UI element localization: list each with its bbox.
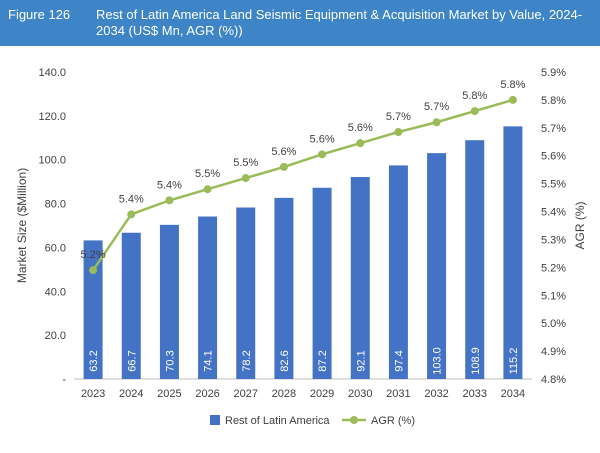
agr-value-label: 5.6% — [271, 146, 296, 158]
bar-value-label: 74.1 — [203, 350, 215, 371]
agr-point — [356, 139, 365, 148]
bar — [312, 187, 332, 379]
bar-value-label: 70.3 — [164, 350, 176, 371]
y2-tick-label: 5.4% — [541, 207, 566, 219]
y2-tick-label: 5.0% — [541, 318, 566, 330]
y2-tick-label: 4.8% — [541, 374, 566, 386]
agr-value-label: 5.6% — [310, 133, 335, 145]
legend-label-line: AGR (%) — [371, 415, 415, 427]
bar-value-label: 108.9 — [470, 347, 482, 375]
x-tick-label: 2026 — [195, 388, 219, 400]
bar — [274, 197, 294, 379]
bar-value-label: 66.7 — [126, 350, 138, 371]
agr-point — [279, 162, 288, 171]
y-tick-label: 120.0 — [38, 111, 66, 123]
x-tick-label: 2034 — [501, 388, 525, 400]
agr-point — [165, 196, 174, 205]
legend-swatch-bar — [210, 415, 220, 425]
y2-tick-label: 5.6% — [541, 151, 566, 163]
x-tick-label: 2031 — [386, 388, 410, 400]
bar — [465, 140, 485, 379]
agr-point — [432, 118, 441, 127]
x-tick-label: 2027 — [234, 388, 258, 400]
y2-tick-label: 5.1% — [541, 290, 566, 302]
agr-point — [508, 95, 517, 104]
chart-area: - 20.0 40.0 60.0 80.0 100.0 120.0 140.0 4.8% 4.9%… — [0, 52, 600, 448]
agr-point — [318, 150, 327, 159]
y2-tick-label: 5.3% — [541, 234, 566, 246]
figure-number: Figure 126 — [8, 7, 71, 22]
bar — [236, 207, 256, 379]
bar-value-label: 115.2 — [508, 348, 520, 375]
y2-tick-label: 5.9% — [541, 67, 566, 79]
x-tick-label: 2024 — [119, 388, 143, 400]
agr-point — [470, 107, 479, 116]
x-tick-label: 2025 — [157, 388, 181, 400]
bar-value-label: 97.4 — [393, 350, 405, 371]
x-tick-label: 2028 — [272, 388, 296, 400]
y-tick-label: 60.0 — [45, 242, 66, 254]
chart-svg: - 20.0 40.0 60.0 80.0 100.0 120.0 140.0 4.8% 4.9%… — [15, 67, 587, 427]
x-tick-label: 2033 — [463, 388, 487, 400]
agr-point — [394, 128, 403, 137]
agr-line — [92, 98, 514, 271]
bar-value-label: 87.2 — [317, 350, 329, 371]
bar — [503, 126, 523, 379]
agr-point — [89, 266, 98, 275]
agr-point — [241, 174, 250, 183]
bar — [350, 177, 370, 379]
y2-tick-label: 5.2% — [541, 262, 566, 274]
y-tick-label: 40.0 — [45, 286, 66, 298]
figure-title: Rest of Latin America Land Seismic Equip… — [96, 7, 583, 38]
bar — [427, 153, 447, 379]
figure-header: Figure 126 Rest of Latin America Land Se… — [0, 0, 600, 46]
agr-value-label: 5.8% — [500, 79, 525, 91]
bar — [121, 232, 141, 379]
legend-label-bar: Rest of Latin America — [225, 415, 330, 427]
x-tick-label: 2030 — [348, 388, 372, 400]
y-axis-title: Market Size ($Million) — [15, 168, 29, 283]
x-tick-label: 2023 — [81, 388, 105, 400]
agr-value-label: 5.6% — [348, 122, 373, 134]
bar — [388, 165, 408, 379]
x-tick-label: 2029 — [310, 388, 334, 400]
y-tick-label: 100.0 — [38, 155, 66, 167]
bar-value-label: 63.2 — [88, 350, 100, 371]
agr-value-label: 5.5% — [195, 168, 220, 180]
y2-tick-label: 5.5% — [541, 179, 566, 191]
agr-value-label: 5.2% — [81, 249, 106, 261]
y2-tick-label: 5.7% — [541, 123, 566, 135]
y-tick-label: 140.0 — [38, 67, 66, 79]
agr-value-label: 5.4% — [157, 179, 182, 191]
y2-axis-title: AGR (%) — [573, 201, 587, 249]
y2-tick-label: 5.8% — [541, 95, 566, 107]
bar-value-label: 92.1 — [355, 350, 367, 371]
y-tick-label: 20.0 — [45, 330, 66, 342]
bar-value-label: 78.2 — [241, 350, 253, 371]
bar — [83, 240, 103, 379]
y2-tick-label: 4.9% — [541, 346, 566, 358]
legend-swatch-marker — [350, 416, 358, 424]
agr-point — [203, 185, 212, 194]
x-tick-label: 2032 — [424, 388, 448, 400]
agr-value-label: 5.7% — [424, 101, 449, 113]
agr-value-label: 5.4% — [119, 193, 144, 205]
agr-value-label: 5.7% — [386, 111, 411, 123]
bar-value-label: 103.0 — [432, 347, 444, 375]
agr-value-label: 5.8% — [462, 90, 487, 102]
bar — [159, 224, 179, 379]
bar — [198, 216, 218, 379]
agr-value-label: 5.5% — [233, 157, 258, 169]
y-tick-label: - — [62, 374, 66, 386]
y-tick-label: 80.0 — [45, 199, 66, 211]
agr-point — [127, 210, 136, 219]
bar-value-label: 82.6 — [279, 350, 291, 371]
